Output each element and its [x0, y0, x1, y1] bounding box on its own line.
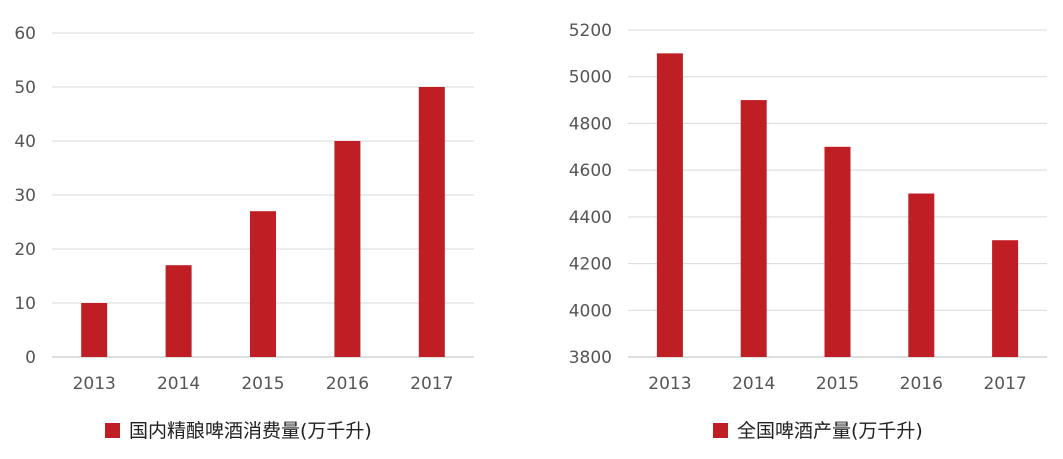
y-tick-label: 20: [14, 240, 36, 260]
left-bar-chart: 0 10 20 30 40 50 60 2013 2014 2015 2016 2017 国内精酿啤酒消…: [14, 24, 474, 442]
y-tick-label: 4000: [569, 301, 612, 321]
x-tick-label: 2017: [410, 374, 453, 394]
y-tick-label: 10: [14, 294, 36, 314]
y-tick-label: 0: [25, 348, 36, 368]
x-tick-label: 2015: [241, 374, 284, 394]
y-tick-label: 4400: [569, 208, 612, 228]
x-tick-label: 2016: [326, 374, 369, 394]
x-tick-label: 2013: [73, 374, 116, 394]
y-tick-label: 4800: [569, 114, 612, 134]
y-tick-label: 4200: [569, 255, 612, 275]
bar-2017: [418, 87, 445, 357]
bar-2014: [165, 265, 192, 357]
legend-swatch: [105, 423, 120, 438]
y-tick-label: 50: [14, 78, 36, 98]
bar-2015: [824, 146, 851, 357]
legend-label: 国内精酿啤酒消费量(万千升): [129, 420, 372, 442]
y-tick-label: 3800: [569, 348, 612, 368]
y-tick-label: 4600: [569, 161, 612, 181]
bar-2016: [908, 193, 935, 357]
bar-2016: [334, 141, 361, 357]
legend-swatch: [713, 423, 728, 438]
x-tick-label: 2015: [816, 374, 859, 394]
x-tick-label: 2016: [900, 374, 943, 394]
right-bar-chart: 3800 4000 4200 4400 4600 4800 5000 5200 2013 2014…: [569, 21, 1047, 442]
x-tick-label: 2014: [157, 374, 200, 394]
bar-2013: [656, 53, 683, 357]
y-tick-label: 5200: [569, 21, 612, 41]
bar-2014: [740, 100, 767, 358]
bar-2013: [81, 303, 108, 357]
y-tick-label: 30: [14, 186, 36, 206]
y-tick-label: 5000: [569, 68, 612, 88]
legend-label: 全国啤酒产量(万千升): [737, 420, 923, 442]
x-tick-label: 2013: [648, 374, 691, 394]
y-tick-label: 60: [14, 24, 36, 44]
bar-2015: [250, 211, 276, 357]
x-tick-label: 2017: [983, 374, 1026, 394]
y-tick-label: 40: [14, 132, 36, 152]
x-tick-label: 2014: [732, 374, 775, 394]
bar-2017: [992, 240, 1019, 357]
